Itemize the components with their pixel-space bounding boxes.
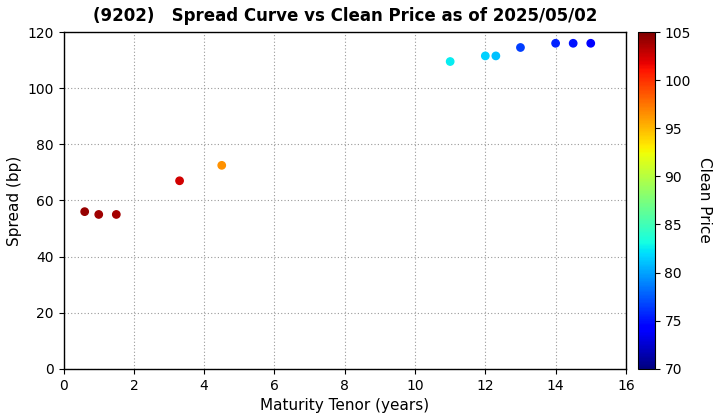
Point — [480, 52, 491, 59]
Point — [174, 177, 185, 184]
Point — [567, 40, 579, 47]
Point — [490, 52, 502, 59]
Point — [444, 58, 456, 65]
Point — [515, 44, 526, 51]
Point — [93, 211, 104, 218]
Point — [216, 162, 228, 169]
Point — [550, 40, 562, 47]
Point — [79, 208, 91, 215]
Point — [111, 211, 122, 218]
Y-axis label: Spread (bp): Spread (bp) — [7, 155, 22, 246]
Y-axis label: Clean Price: Clean Price — [697, 158, 711, 243]
X-axis label: Maturity Tenor (years): Maturity Tenor (years) — [260, 398, 429, 413]
Point — [585, 40, 596, 47]
Title: (9202)   Spread Curve vs Clean Price as of 2025/05/02: (9202) Spread Curve vs Clean Price as of… — [93, 7, 597, 25]
